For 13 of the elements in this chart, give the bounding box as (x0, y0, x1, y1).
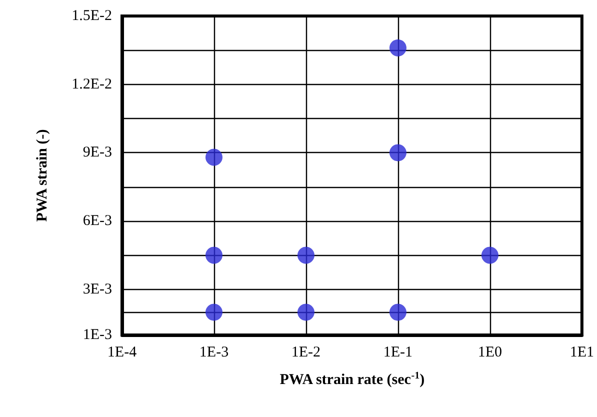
y-axis-title: PWA strain (-) (34, 129, 50, 222)
y-tick-label: 6E-3 (82, 213, 112, 230)
y-tick-label: 9E-3 (82, 144, 112, 161)
x-tick-label: 1E0 (478, 344, 502, 360)
x-tick-label: 1E-4 (107, 344, 138, 360)
x-tick-label: 1E1 (570, 344, 594, 360)
y-tick-label: 3E-3 (82, 281, 112, 298)
y-tick-label: 1.2E-2 (72, 76, 112, 92)
y-tick-label: 1E-3 (82, 327, 112, 343)
x-tick-label: 1E-3 (199, 344, 229, 360)
x-tick-label: 1E-1 (383, 344, 413, 360)
x-tick-label: 1E-2 (291, 344, 321, 360)
y-tick-label: 1.5E-2 (72, 8, 112, 24)
